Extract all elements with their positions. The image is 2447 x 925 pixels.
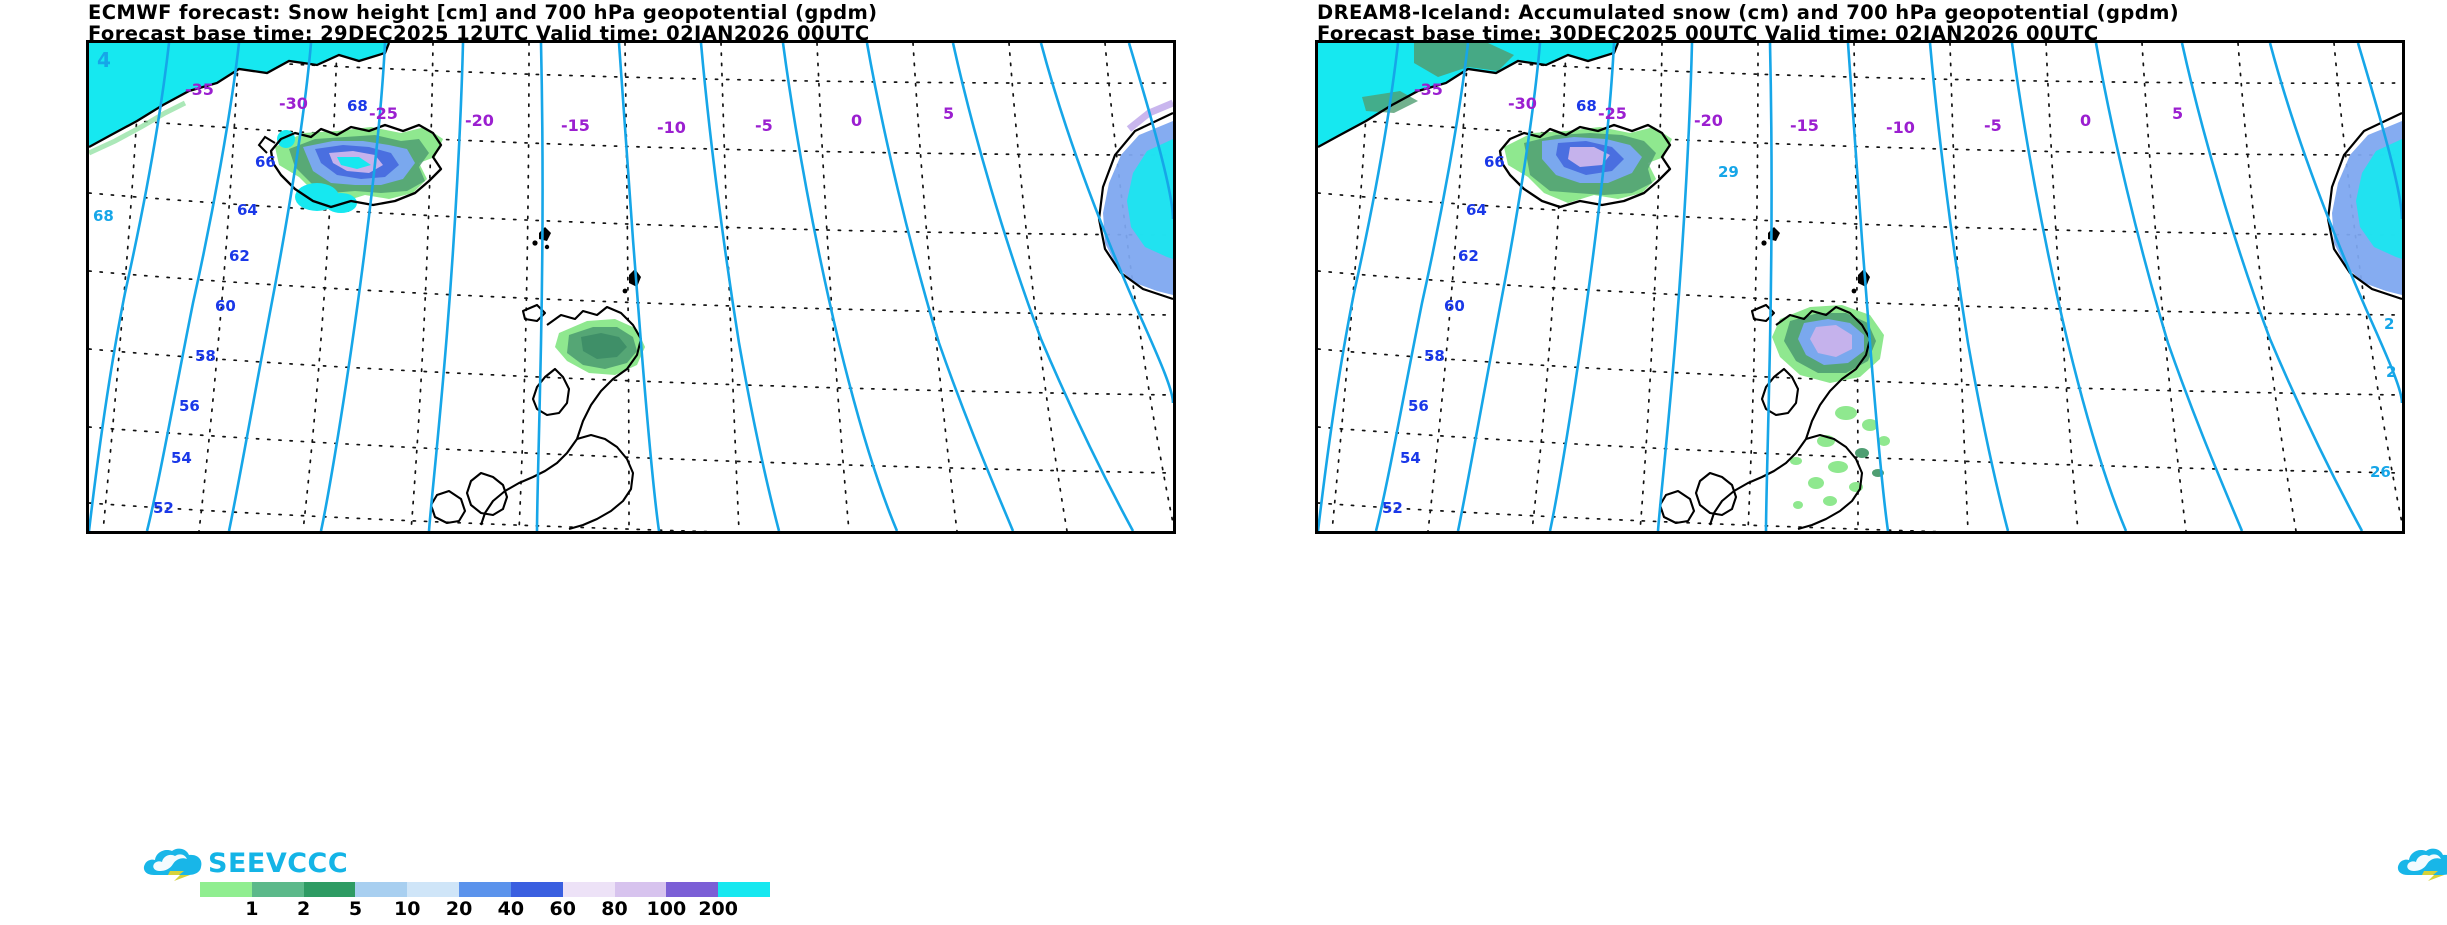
svg-text:-5: -5 (1984, 116, 2002, 135)
iceland-snow-field (1498, 123, 1672, 209)
svg-text:-35: -35 (185, 80, 214, 99)
map-dream8[interactable]: -35 -30 -25 -20 -15 -10 -5 0 5 68 66 64 (1315, 40, 2405, 534)
geopotential-contours (89, 43, 1173, 531)
colorbar-segment-6 (510, 882, 563, 897)
colorbar-segment-8 (614, 882, 667, 897)
colorbar-segment-4 (407, 882, 460, 897)
colorbar-tick-1: 1 (245, 898, 259, 920)
svg-text:58: 58 (195, 347, 216, 365)
graticule-parallels (1318, 50, 2402, 531)
longitude-labels: -35 -30 -25 -20 -15 -10 -5 0 5 (1414, 80, 2183, 137)
colorbar-segment-2 (303, 882, 356, 897)
svg-text:5: 5 (2172, 104, 2183, 123)
svg-text:-25: -25 (369, 104, 398, 123)
svg-text:60: 60 (215, 297, 236, 315)
british-isles-coastline (1658, 303, 1872, 531)
panel-dream8-title-line2: Forecast base time: 30DEC2025 00UTC Vali… (1317, 22, 2099, 45)
colorbar-tick-2: 2 (297, 898, 311, 920)
svg-text:56: 56 (1408, 397, 1429, 415)
svg-text:5: 5 (943, 104, 954, 123)
map-ecmwf[interactable]: -35 -30 -25 -20 -15 -10 -5 0 5 4 68 (86, 40, 1176, 534)
svg-text:-10: -10 (657, 118, 686, 137)
map-dream8-canvas: -35 -30 -25 -20 -15 -10 -5 0 5 68 66 64 (1318, 43, 2402, 531)
iceland-snow-field (257, 123, 443, 213)
colorbar-segment-10 (718, 882, 770, 897)
svg-text:58: 58 (1424, 347, 1445, 365)
longitude-labels: -35 -30 -25 -20 -15 -10 -5 0 5 (185, 80, 954, 137)
svg-text:-20: -20 (1694, 111, 1723, 130)
svg-text:62: 62 (1458, 247, 1479, 265)
panel-dream8: DREAM8-Iceland: Accumulated snow (cm) an… (1224, 0, 2447, 925)
colorbar-left-labels: 1 2 5 10 20 40 60 80 100 200 (200, 898, 770, 922)
scotland-snow-field (555, 319, 645, 375)
svg-text:-15: -15 (561, 116, 590, 135)
panel-ecmwf-title-line2: Forecast base time: 29DEC2025 12UTC Vali… (88, 22, 870, 45)
svg-text:68: 68 (93, 207, 114, 225)
svg-text:26: 26 (2370, 463, 2391, 481)
colorbar-left: 1 2 5 10 20 40 60 80 100 200 (200, 882, 770, 925)
scotland-snow-field (1772, 305, 1890, 509)
svg-text:4: 4 (97, 48, 111, 72)
graticule-parallels (89, 50, 1173, 531)
geopotential-value-labels: 4 68 66 64 62 60 58 56 54 52 50 68 (93, 48, 368, 517)
colorbar-segment-5 (459, 882, 511, 897)
colorbar-segment-0 (200, 882, 252, 897)
svg-text:56: 56 (179, 397, 200, 415)
colorbar-tick-100: 100 (646, 898, 687, 920)
panel-dream8-title-line1: DREAM8-Iceland: Accumulated snow (cm) an… (1317, 1, 2180, 24)
svg-text:60: 60 (1444, 297, 1465, 315)
colorbar-tick-80: 80 (601, 898, 628, 920)
seevccc-logo-text-left: SEEVCCC (208, 848, 349, 879)
svg-text:2: 2 (2386, 363, 2396, 381)
map-ecmwf-canvas: -35 -30 -25 -20 -15 -10 -5 0 5 4 68 (89, 43, 1173, 531)
cloud-lightning-icon (2397, 848, 2447, 881)
svg-text:62: 62 (229, 247, 250, 265)
svg-text:54: 54 (1400, 449, 1421, 467)
svg-text:-30: -30 (1508, 94, 1537, 113)
svg-text:68: 68 (347, 97, 368, 115)
svg-text:52: 52 (153, 499, 174, 517)
svg-text:64: 64 (1466, 201, 1487, 219)
svg-text:64: 64 (237, 201, 258, 219)
svg-text:-15: -15 (1790, 116, 1819, 135)
svg-text:52: 52 (1382, 499, 1403, 517)
greenland-landmass (89, 43, 391, 156)
colorbar-tick-5: 5 (348, 898, 363, 920)
panel-dream8-titles: DREAM8-Iceland: Accumulated snow (cm) an… (1224, 2, 2447, 44)
geopotential-value-labels: 68 66 64 62 60 58 56 54 52 50 29 2 2 26 (1382, 97, 2396, 517)
colorbar-tick-10: 10 (394, 898, 421, 920)
colorbar-left-gradient (200, 882, 770, 897)
colorbar-segment-9 (666, 882, 719, 897)
svg-text:66: 66 (1484, 153, 1505, 171)
colorbar-tick-60: 60 (549, 898, 576, 920)
svg-text:0: 0 (2080, 111, 2091, 130)
colorbar-tick-40: 40 (497, 898, 525, 920)
svg-text:29: 29 (1718, 163, 1739, 181)
cloud-lightning-icon (143, 848, 202, 881)
colorbar-segment-7 (562, 882, 615, 897)
panel-ecmwf-title-line1: ECMWF forecast: Snow height [cm] and 700… (88, 1, 878, 24)
colorbar-tick-20: 20 (445, 898, 473, 920)
panel-ecmwf-titles: ECMWF forecast: Snow height [cm] and 700… (0, 2, 1223, 44)
geopotential-contours (1318, 43, 2402, 531)
colorbar-segment-3 (355, 882, 408, 897)
svg-text:2: 2 (2384, 315, 2394, 333)
svg-text:54: 54 (171, 449, 192, 467)
svg-text:0: 0 (851, 111, 862, 130)
svg-text:66: 66 (255, 153, 276, 171)
svg-text:-35: -35 (1414, 80, 1443, 99)
svg-text:-25: -25 (1598, 104, 1627, 123)
colorbar-tick-200: 200 (698, 898, 739, 920)
svg-text:-30: -30 (279, 94, 308, 113)
svg-text:-5: -5 (755, 116, 773, 135)
svg-text:-10: -10 (1886, 118, 1915, 137)
svg-text:68: 68 (1576, 97, 1597, 115)
panel-ecmwf: ECMWF forecast: Snow height [cm] and 700… (0, 0, 1223, 925)
colorbar-segment-1 (251, 882, 304, 897)
svg-text:-20: -20 (465, 111, 494, 130)
